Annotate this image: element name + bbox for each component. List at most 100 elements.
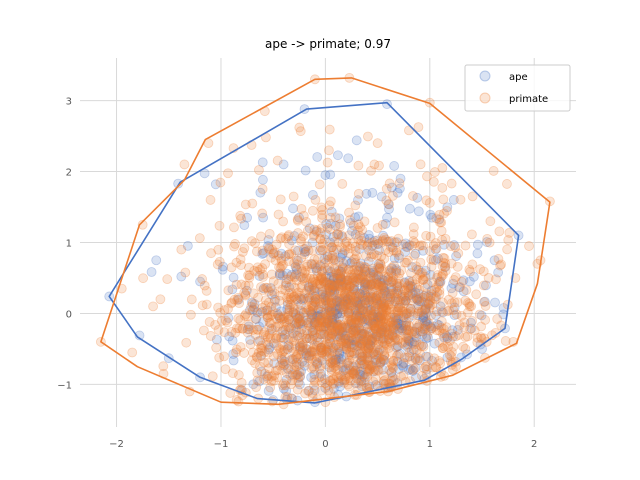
scatter-point-primate <box>310 313 320 323</box>
scatter-point-primate <box>314 321 325 332</box>
scatter-point-primate <box>421 230 432 241</box>
scatter-point-primate <box>388 322 399 332</box>
scatter-point-primate <box>431 282 442 293</box>
scatter-point-ape <box>346 339 357 350</box>
scatter-point-primate <box>384 306 395 317</box>
scatter-point-primate <box>327 288 338 298</box>
scatter-point-ape <box>347 226 357 236</box>
scatter-point-primate <box>322 250 333 261</box>
scatter-point-primate <box>403 325 414 336</box>
scatter-point-primate <box>310 294 321 304</box>
scatter-point-primate <box>368 267 379 277</box>
scatter-point-primate <box>436 323 447 333</box>
scatter-point-primate <box>275 194 286 205</box>
scatter-point-primate <box>362 359 372 370</box>
scatter-point-primate <box>372 343 383 353</box>
scatter-point-primate <box>314 363 325 374</box>
scatter-point-ape <box>349 283 359 294</box>
scatter-point-primate <box>315 322 326 333</box>
scatter-point-primate <box>242 327 253 338</box>
scatter-point-ape <box>356 305 367 316</box>
scatter-point-primate <box>271 331 282 341</box>
scatter-point-ape <box>277 326 288 337</box>
scatter-point-ape <box>392 282 403 293</box>
scatter-point-ape <box>449 310 460 321</box>
scatter-point-ape <box>405 303 416 314</box>
scatter-point-ape <box>332 320 343 331</box>
scatter-point-primate <box>359 261 370 272</box>
scatter-point-ape <box>287 328 298 339</box>
scatter-point-primate <box>219 327 230 338</box>
scatter-point-ape <box>355 366 366 377</box>
scatter-point-primate <box>323 339 334 350</box>
scatter-point-ape <box>434 276 445 287</box>
scatter-point-primate <box>294 338 305 349</box>
scatter-point-primate <box>327 346 338 356</box>
scatter-point-ape <box>273 310 284 321</box>
scatter-point-primate <box>272 349 283 360</box>
scatter-point-ape <box>274 270 285 280</box>
scatter-point-primate <box>296 252 307 263</box>
scatter-point-primate <box>327 358 338 369</box>
scatter-point-primate <box>373 299 384 310</box>
scatter-point-primate <box>257 345 267 356</box>
scatter-point-ape <box>286 269 297 280</box>
scatter-point-primate <box>316 342 327 353</box>
scatter-point-primate <box>439 253 450 264</box>
scatter-point-primate <box>258 269 268 280</box>
scatter-point-ape <box>355 358 365 369</box>
scatter-point-ape <box>342 299 353 310</box>
scatter-point-primate <box>335 275 346 286</box>
scatter-point-ape <box>388 325 399 335</box>
scatter-point-ape <box>326 312 337 323</box>
scatter-point-ape <box>375 311 386 321</box>
scatter-point-primate <box>268 375 279 386</box>
scatter-point-ape <box>490 297 500 308</box>
scatter-point-ape <box>362 314 373 325</box>
scatter-point-primate <box>308 331 319 341</box>
scatter-point-primate <box>414 241 425 251</box>
scatter-point-primate <box>383 271 394 282</box>
scatter-point-primate <box>351 251 362 261</box>
scatter-point-ape <box>364 339 375 350</box>
scatter-point-primate <box>332 323 343 334</box>
scatter-point-ape <box>423 332 433 343</box>
scatter-point-primate <box>372 223 383 233</box>
scatter-point-ape <box>377 321 388 332</box>
scatter-point-ape <box>319 321 329 332</box>
scatter-point-primate <box>322 339 333 350</box>
scatter-point-ape <box>252 307 263 318</box>
scatter-point-primate <box>213 244 224 255</box>
scatter-point-primate <box>389 289 400 299</box>
scatter-point-primate <box>335 295 346 306</box>
scatter-point-ape <box>352 297 362 307</box>
scatter-point-ape <box>422 298 433 309</box>
scatter-point-primate <box>391 247 402 258</box>
scatter-point-primate <box>314 296 325 307</box>
scatter-point-primate <box>424 197 435 208</box>
scatter-point-primate <box>277 284 288 295</box>
scatter-point-primate <box>278 346 289 357</box>
scatter-point-primate <box>375 315 386 326</box>
scatter-point-primate <box>320 296 331 306</box>
scatter-point-primate <box>239 310 250 321</box>
scatter-point-ape <box>364 245 374 256</box>
scatter-point-primate <box>440 261 451 272</box>
scatter-point-ape <box>324 348 335 358</box>
scatter-point-primate <box>226 326 237 337</box>
scatter-point-primate <box>335 356 345 367</box>
scatter-point-primate <box>418 274 429 284</box>
scatter-point-primate <box>323 254 334 265</box>
scatter-point-primate <box>429 321 440 332</box>
scatter-point-primate <box>403 282 414 293</box>
scatter-point-ape <box>330 305 341 316</box>
scatter-point-primate <box>445 335 455 346</box>
scatter-point-ape <box>343 293 353 304</box>
scatter-point-ape <box>367 265 378 276</box>
scatter-point-primate <box>294 317 305 327</box>
scatter-point-primate <box>352 269 363 280</box>
scatter-point-primate <box>248 324 259 335</box>
scatter-point-primate <box>418 341 429 352</box>
scatter-point-primate <box>233 396 244 407</box>
scatter-point-primate <box>464 299 475 309</box>
